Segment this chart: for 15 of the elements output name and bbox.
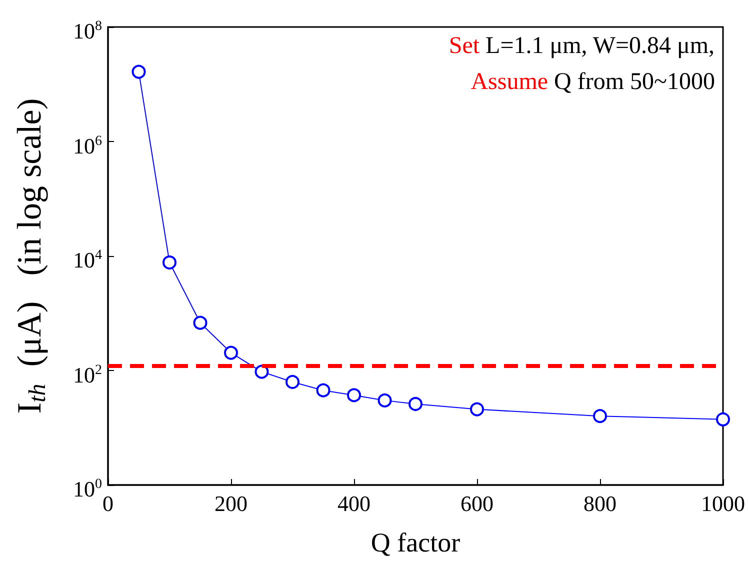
x-tick-label: 200 — [214, 491, 248, 517]
y-tick-label: 10$^{2}$ — [73, 360, 102, 387]
y-tick-label: 10$^{4}$ — [73, 246, 102, 272]
x-tick-label: 600 — [460, 491, 494, 517]
x-tick-label: 400 — [336, 491, 372, 517]
annotation: Assume Q from 50~1000 — [470, 69, 715, 95]
y-tick-label: 10$^{6}$ — [73, 132, 102, 158]
x-tick-label: 800 — [582, 491, 618, 517]
x-tick-label: 0 — [102, 491, 114, 516]
y-tick-label: 10$^{8}$ — [73, 17, 102, 44]
x-axis-title: Q factor — [370, 528, 460, 558]
y-axis-title: Ith (μA) (in log scale) — [12, 98, 51, 414]
y-tick-label: 10$^{0}$ — [73, 475, 102, 502]
x-tick-label: 1000 — [700, 491, 746, 517]
annotation: Set L=1.1 μm, W=0.84 μm, — [448, 33, 715, 59]
